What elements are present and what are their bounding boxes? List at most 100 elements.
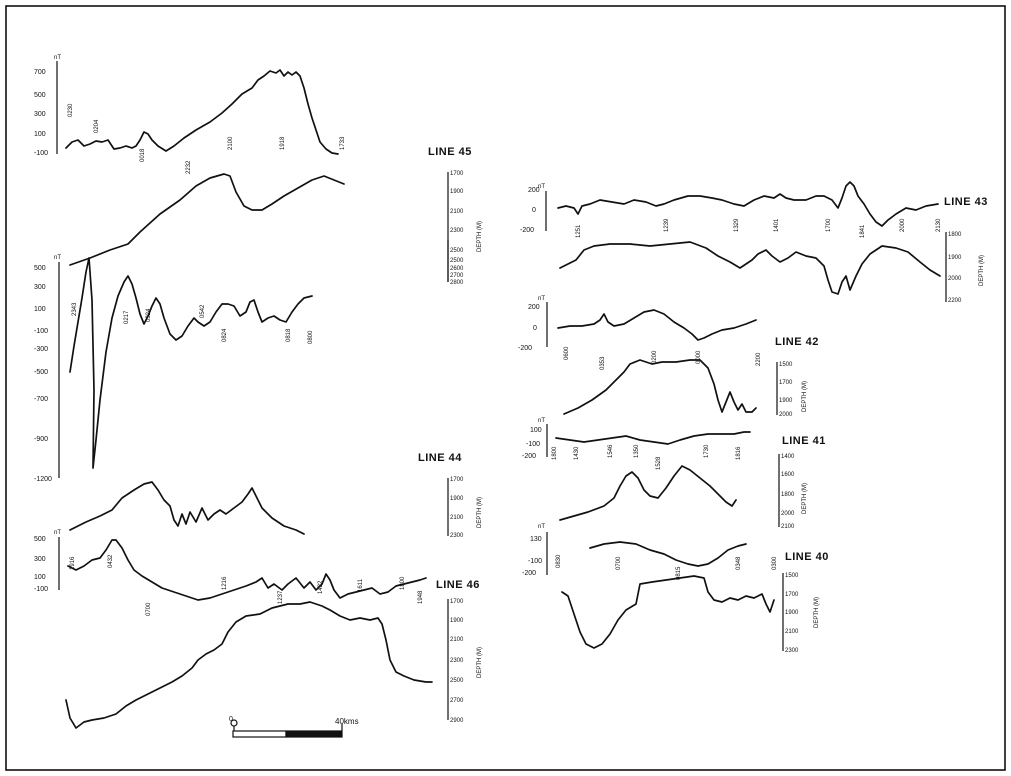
line-40-depth-tick: 1700	[785, 592, 799, 598]
line-41-depth-tick: 1400	[781, 454, 795, 460]
line-40-fix-time: 0300	[772, 556, 778, 570]
line-40-depth-tick: 1500	[785, 573, 799, 579]
line-43-group: nT 200 0 -200 1251 1239 1329 1401 1700 1…	[520, 181, 988, 304]
line-44-mag-tick: -300	[34, 346, 48, 353]
line-43-fix-time: 1841	[860, 224, 866, 238]
line-41-group: nT 100 -100 -200 1800 1430 1546 1350 152…	[522, 418, 826, 530]
line-41-fix-time: 1730	[704, 444, 710, 458]
line-42-fix-time: 0000	[696, 350, 702, 364]
line-46-depth-tick: 2900	[450, 718, 464, 724]
line-45-mag-unit: nT	[54, 55, 61, 61]
line-44-depth-tick: 2600	[450, 266, 464, 272]
line-44-fix-time: 0542	[200, 304, 206, 318]
line-46-magnetic-profile	[67, 539, 427, 601]
line-41-depth-tick: 2000	[781, 511, 795, 517]
line-42-depth-tick: 2000	[779, 412, 793, 418]
line-45-fix-time: 0018	[140, 148, 146, 162]
line-44-fix-time: 2343	[72, 302, 78, 316]
line-41-fix-time: 1350	[634, 444, 640, 458]
line-40-group: nT 130 -100 -200 0830 0700 0815 0348 030…	[522, 524, 828, 654]
line-46-depth-axis-label: DEPTH (M)	[477, 647, 483, 678]
line-42-depth-tick: 1500	[779, 362, 793, 368]
line-46-group: nT 500 300 100 -100 1916 0432 0700 1216 …	[34, 530, 483, 729]
line-43-depth-axis-label: DEPTH (M)	[979, 255, 985, 286]
line-44-fix-time: 0217	[124, 310, 130, 324]
line-46-fix-time: 1916	[70, 556, 76, 570]
line-43-depth-tick: 1800	[948, 232, 962, 238]
line-46-fix-time: 1800	[400, 576, 406, 590]
line-46-depth-profile	[65, 601, 433, 729]
line-46-fix-time: 0700	[146, 602, 152, 616]
line-41-label: LINE 41	[782, 435, 826, 447]
line-41-fix-time: 1816	[736, 446, 742, 460]
line-40-magnetic-profile	[589, 541, 747, 567]
line-44-depth-tick: 2300	[450, 533, 464, 539]
line-41-depth-tick: 1800	[781, 492, 795, 498]
line-45-magnetic-profile	[65, 69, 339, 155]
line-43-fix-time: 1401	[774, 218, 780, 232]
line-41-depth-axis-label: DEPTH (M)	[802, 483, 808, 514]
line-46-label: LINE 46	[436, 579, 480, 591]
line-42-fix-time: 0600	[564, 346, 570, 360]
line-45-fix-time: 2100	[228, 136, 234, 150]
line-40-fix-time: 0830	[556, 554, 562, 568]
line-46-mag-tick: -100	[34, 586, 48, 593]
line-46-mag-unit: nT	[54, 530, 61, 536]
line-44-label: LINE 44	[418, 452, 462, 464]
line-44-fix-time: 0818	[286, 328, 292, 342]
line-41-magnetic-profile	[555, 431, 751, 445]
line-44-depth-tick: 2100	[450, 515, 464, 521]
line-43-fix-time: 2130	[936, 218, 942, 232]
line-46-depth-tick: 2500	[450, 678, 464, 684]
line-45-depth-tick: 1700	[450, 171, 464, 177]
line-46-fix-time: 1422	[318, 580, 324, 594]
sheet-frame	[5, 5, 1006, 771]
line-44-group: nT 500 300 100 -100 -300 -500 -700 -900 …	[34, 240, 483, 539]
line-46-depth-tick: 2100	[450, 637, 464, 643]
line-46-depth-tick: 1700	[450, 599, 464, 605]
line-43-mag-tick: -200	[520, 227, 534, 234]
line-45-mag-tick: 100	[34, 131, 46, 138]
line-44-fix-time: 0800	[308, 330, 314, 344]
line-45-mag-tick: 300	[34, 111, 46, 118]
line-45-fix-time: 1918	[280, 136, 286, 150]
line-44-depth-tick: 2800	[450, 280, 464, 286]
line-44-depth-profile	[69, 481, 305, 535]
line-40-depth-tick: 2100	[785, 629, 799, 635]
line-43-mag-unit: nT	[538, 184, 545, 190]
line-43-label: LINE 43	[944, 196, 988, 208]
line-43-mag-tick: 200	[528, 187, 540, 194]
line-44-fix-time: 0824	[222, 328, 228, 342]
line-45-fix-time: 2232	[186, 160, 192, 174]
line-44-depth-tick: 2500	[450, 258, 464, 264]
line-42-mag-unit: nT	[538, 296, 545, 302]
line-44-mag-tick: -900	[34, 436, 48, 443]
line-46-fix-time: 1611	[358, 578, 364, 592]
line-45-fix-time: 0230	[68, 103, 74, 117]
line-43-fix-time: 1329	[734, 218, 740, 232]
line-40-mag-tick: -100	[528, 558, 542, 565]
line-43-depth-tick: 2200	[948, 298, 962, 304]
line-41-fix-time: 1528	[656, 456, 662, 470]
scale-bar: 0 40kms	[229, 716, 359, 738]
line-46-depth-tick: 2700	[450, 698, 464, 704]
line-42-label: LINE 42	[775, 336, 819, 348]
line-45-depth-tick: 2300	[450, 228, 464, 234]
line-40-mag-tick: 130	[530, 536, 542, 543]
line-42-depth-axis-label: DEPTH (M)	[802, 381, 808, 412]
line-41-fix-time: 1430	[574, 446, 580, 460]
line-44-magnetic-profile	[69, 257, 313, 469]
line-44-mag-tick: 500	[34, 265, 46, 272]
line-44-mag-tick: -100	[34, 328, 48, 335]
line-41-mag-tick: -100	[526, 441, 540, 448]
line-41-depth-tick: 2100	[781, 524, 795, 530]
line-46-fix-time: 0432	[108, 554, 114, 568]
line-45-depth-profile	[69, 173, 345, 266]
line-41-fix-time: 1546	[608, 444, 614, 458]
line-42-mag-tick: 200	[528, 304, 540, 311]
line-42-fix-time: 0353	[600, 356, 606, 370]
line-45-fix-time: 1733	[340, 136, 346, 150]
line-45-mag-tick: 700	[34, 69, 46, 76]
line-42-magnetic-profile	[557, 309, 757, 341]
line-42-mag-tick: 0	[533, 325, 537, 332]
